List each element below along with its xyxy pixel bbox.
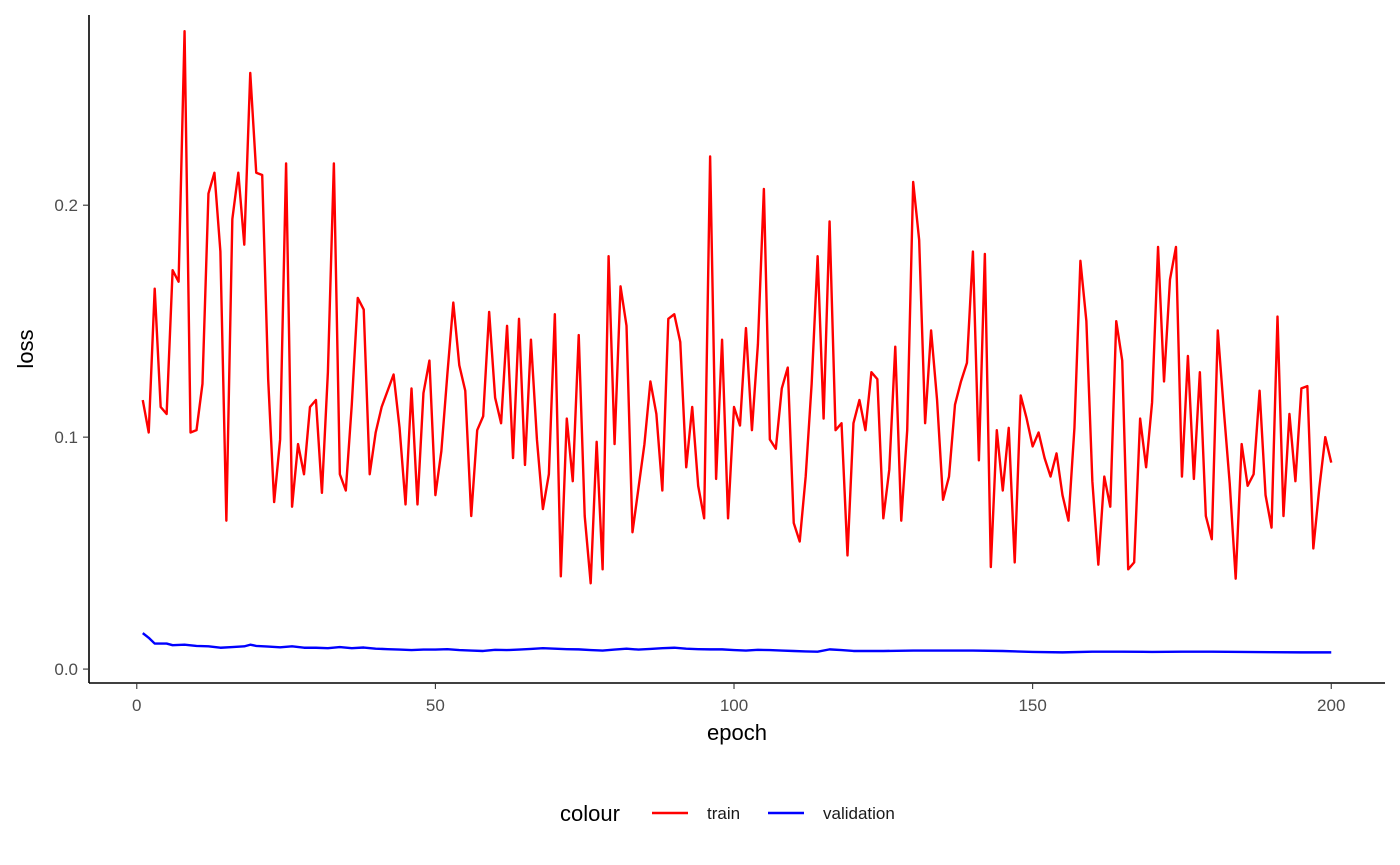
- y-ticks: 0.0 0.1 0.2: [54, 196, 89, 679]
- y-tick-label: 0.0: [54, 660, 78, 679]
- legend-title: colour: [560, 801, 620, 826]
- x-tick-label: 150: [1018, 696, 1046, 715]
- y-tick-label: 0.2: [54, 196, 78, 215]
- x-tick-label: 100: [720, 696, 748, 715]
- legend-label-validation: validation: [823, 804, 895, 823]
- legend: colour train validation: [560, 801, 895, 826]
- x-tick-label: 200: [1317, 696, 1345, 715]
- series-line-validation: [142, 632, 1332, 654]
- series-line-train: [141, 30, 1333, 585]
- series-layer: [141, 30, 1333, 654]
- legend-label-train: train: [707, 804, 740, 823]
- y-tick-label: 0.1: [54, 428, 78, 447]
- x-ticks: 0 50 100 150 200: [132, 683, 1345, 715]
- x-tick-label: 0: [132, 696, 141, 715]
- y-axis-title: loss: [13, 329, 38, 368]
- x-axis-title: epoch: [707, 720, 767, 745]
- x-tick-label: 50: [426, 696, 445, 715]
